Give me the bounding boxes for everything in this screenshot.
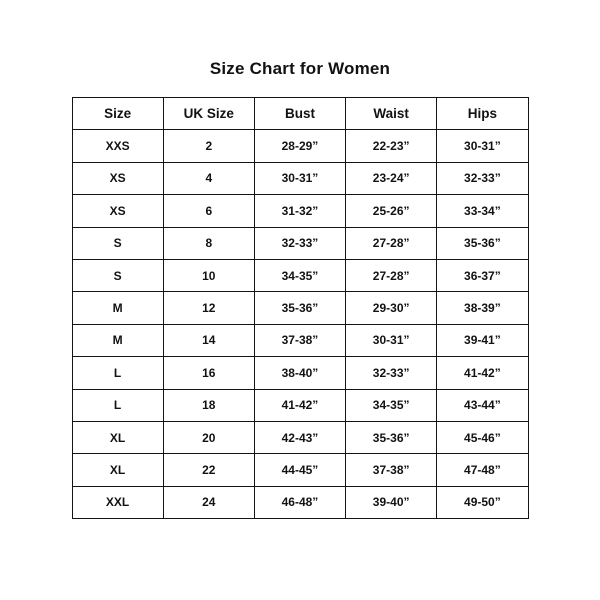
table-cell: 12 [162,291,255,325]
header-row: Size UK Size Bust Waist Hips [71,96,529,131]
table-cell: 4 [162,161,255,196]
table-cell: 37-38” [345,453,438,487]
table-cell: 44-45” [253,453,347,487]
table-cell: 27-28” [345,258,438,293]
table-cell: 25-26” [345,194,438,228]
table-cell: 38-39” [436,291,529,325]
table-row: M 12 35-36” 29-30” 38-39” [71,291,529,325]
table-cell: 30-31” [345,323,438,358]
table-cell: 30-31” [253,161,347,196]
table-cell: XS [71,161,164,196]
table-cell: XXL [71,485,164,520]
table-cell: XL [71,453,164,487]
table-header: Size UK Size Bust Waist Hips [71,96,529,131]
column-header-waist: Waist [345,96,438,131]
table-row: XL 20 42-43” 35-36” 45-46” [71,420,529,455]
table-cell: 46-48” [253,485,347,520]
table-row: M 14 37-38” 30-31” 39-41” [71,323,529,358]
table-cell: 31-32” [253,194,347,228]
table-cell: 43-44” [436,388,529,422]
table-cell: 32-33” [345,356,438,390]
table-cell: 41-42” [253,388,347,422]
table-cell: 42-43” [253,420,347,455]
table-row: S 10 34-35” 27-28” 36-37” [71,258,529,293]
size-chart-table: Size UK Size Bust Waist Hips XXS 2 28-29” 22-23… [71,96,529,520]
table-row: XL 22 44-45” 37-38” 47-48” [71,453,529,487]
table-cell: XS [71,194,164,228]
table-cell: S [71,258,164,293]
column-header-hips: Hips [436,96,529,131]
table-cell: 14 [162,323,255,358]
table-cell: 34-35” [253,258,347,293]
table-body: XXS 2 28-29” 22-23” 30-31” XS 4 30-31” 23-24” 32-… [71,129,529,520]
table-row: L 16 38-40” 32-33” 41-42” [71,356,529,390]
table-cell: 28-29” [253,129,347,163]
table-cell: XXS [71,129,164,163]
table-cell: M [71,323,164,358]
table-cell: 18 [162,388,255,422]
table-row: L 18 41-42” 34-35” 43-44” [71,388,529,422]
table-cell: 10 [162,258,255,293]
table-cell: 32-33” [253,226,347,260]
column-header-bust: Bust [253,96,347,131]
table-cell: 35-36” [436,226,529,260]
table-cell: XL [71,420,164,455]
table-cell: 27-28” [345,226,438,260]
table-cell: 30-31” [436,129,529,163]
table-cell: 47-48” [436,453,529,487]
table-cell: 22-23” [345,129,438,163]
table-cell: 37-38” [253,323,347,358]
table-cell: 32-33” [436,161,529,196]
table-cell: 6 [162,194,255,228]
table-cell: 41-42” [436,356,529,390]
table-cell: S [71,226,164,260]
table-cell: M [71,291,164,325]
table-cell: 16 [162,356,255,390]
table-row: XS 4 30-31” 23-24” 32-33” [71,161,529,196]
table-cell: 36-37” [436,258,529,293]
table-cell: 23-24” [345,161,438,196]
table-cell: 29-30” [345,291,438,325]
table-row: XS 6 31-32” 25-26” 33-34” [71,194,529,228]
table-cell: L [71,388,164,422]
table-cell: 39-41” [436,323,529,358]
table-cell: 35-36” [345,420,438,455]
column-header-uk-size: UK Size [162,96,255,131]
table-cell: 22 [162,453,255,487]
table-cell: 8 [162,226,255,260]
table-cell: 33-34” [436,194,529,228]
table-row: XXS 2 28-29” 22-23” 30-31” [71,129,529,163]
page-title: Size Chart for Women [209,59,391,78]
table-row: S 8 32-33” 27-28” 35-36” [71,226,529,260]
table-cell: 35-36” [253,291,347,325]
table-cell: 38-40” [253,356,347,390]
table-row: XXL 24 46-48” 39-40” 49-50” [71,485,529,520]
table-cell: 24 [162,485,255,520]
column-header-size: Size [71,96,164,131]
table-cell: 2 [162,129,255,163]
table-cell: 49-50” [436,485,529,520]
table-cell: 34-35” [345,388,438,422]
table-cell: L [71,356,164,390]
table-cell: 39-40” [345,485,438,520]
table-cell: 45-46” [436,420,529,455]
table-cell: 20 [162,420,255,455]
